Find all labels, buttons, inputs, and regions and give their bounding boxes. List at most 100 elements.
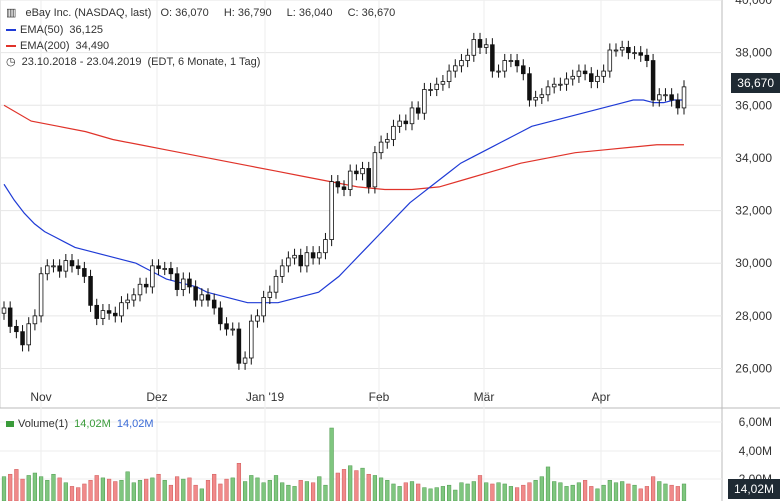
candle-body (582, 70, 588, 75)
last-price-badge: 36,670 (731, 73, 780, 93)
candle-body (391, 125, 396, 140)
candle-body (477, 39, 483, 48)
candle-body (57, 265, 62, 272)
y-tick-label: 36,000 (735, 98, 772, 112)
volume-bar (113, 481, 118, 501)
volume-bar (144, 478, 149, 501)
volume-bar (82, 483, 87, 501)
candle-body (632, 52, 637, 55)
ema200-legend: EMA(200) 34,490 (6, 40, 115, 52)
volume-bar (484, 482, 489, 501)
volume-bar (446, 484, 452, 501)
volume-bar (298, 480, 303, 501)
volume-bar (100, 477, 106, 501)
y-tick-label: 30,000 (735, 256, 772, 270)
candle-body (496, 70, 501, 73)
volume-bar (255, 477, 260, 501)
candle-body (143, 283, 149, 288)
volume-bar (88, 480, 93, 501)
instrument-title: eBay Inc. (NASDAQ, last) (25, 7, 152, 19)
candle-body (533, 96, 538, 101)
candle-body (626, 46, 631, 54)
volume-legend: Volume(1) 14,02M 14,02M (6, 418, 160, 430)
candle-body (341, 186, 347, 190)
candle-body (51, 265, 56, 268)
candle-body (385, 139, 390, 143)
x-tick-label: Dez (146, 390, 167, 404)
volume-bar (453, 489, 458, 501)
volume-bar (570, 484, 575, 501)
volume-bar (378, 477, 384, 501)
candle-body (650, 60, 656, 101)
candle-body (434, 83, 439, 90)
candle-body (14, 325, 19, 333)
x-tick-label: Feb (369, 390, 390, 404)
volume-bar (335, 472, 340, 501)
volume-bar (94, 475, 99, 501)
ema50-line (3, 99, 684, 304)
volume-bar (8, 473, 13, 501)
x-tick-label: Nov (30, 390, 51, 404)
candle-body (440, 81, 446, 85)
volume-bar (348, 465, 353, 501)
candle-body (378, 141, 384, 154)
candle-body (558, 83, 563, 86)
volume-bar (391, 483, 396, 501)
chart-type-icon: ▥ (6, 7, 17, 19)
candle-body (82, 268, 87, 277)
candle-body (20, 331, 25, 346)
x-tick-label: Apr (592, 390, 611, 404)
candle-body (261, 297, 266, 317)
volume-bar (385, 480, 390, 501)
candle-body (7, 307, 13, 327)
candle-body (428, 89, 433, 91)
candle-body (267, 291, 273, 298)
volume-bar (323, 484, 328, 501)
volume-bar (465, 483, 470, 501)
volume-bar (477, 475, 483, 501)
candle-body (255, 315, 260, 322)
volume-bar (1, 476, 7, 501)
candle-body (521, 65, 526, 75)
candle-body (551, 83, 557, 88)
candle-body (409, 107, 415, 125)
candle-body (273, 275, 279, 293)
volume-bar (193, 484, 198, 501)
volume-bar (162, 480, 167, 501)
volume-bar (242, 481, 248, 501)
volume-bar (304, 481, 310, 501)
candle-body (174, 273, 180, 290)
y-tick-label: 34,000 (735, 151, 772, 165)
volume-bar (205, 480, 211, 501)
volume-bar (552, 481, 557, 501)
volume-bar (292, 486, 297, 501)
volume-bar (657, 481, 662, 501)
y-tick-label: 28,000 (735, 309, 772, 323)
candle-body (372, 152, 378, 188)
candle-body (669, 94, 674, 101)
candle-body (613, 49, 619, 52)
candle-body (199, 294, 205, 301)
volume-bar (582, 480, 588, 501)
volume-bar (416, 483, 421, 501)
volume-bar (545, 466, 551, 501)
y-tick-label: 40,000 (735, 0, 772, 7)
volume-bar (267, 480, 272, 501)
volume-bar (607, 480, 612, 501)
candle-body (545, 86, 551, 96)
volume-bar (69, 486, 75, 501)
volume-bar (14, 469, 19, 501)
close-value: C: 36,670 (347, 7, 396, 19)
candle-body (125, 299, 130, 304)
volume-bar (459, 482, 464, 501)
volume-bar (57, 477, 62, 501)
volume-bar (125, 471, 130, 501)
candle-body (113, 312, 118, 317)
candle-body (310, 252, 316, 259)
volume-bar (663, 483, 668, 501)
candle-body (415, 107, 421, 114)
volume-bar (168, 484, 174, 501)
candle-body (224, 323, 229, 330)
x-tick-label: Jan '19 (246, 390, 285, 404)
